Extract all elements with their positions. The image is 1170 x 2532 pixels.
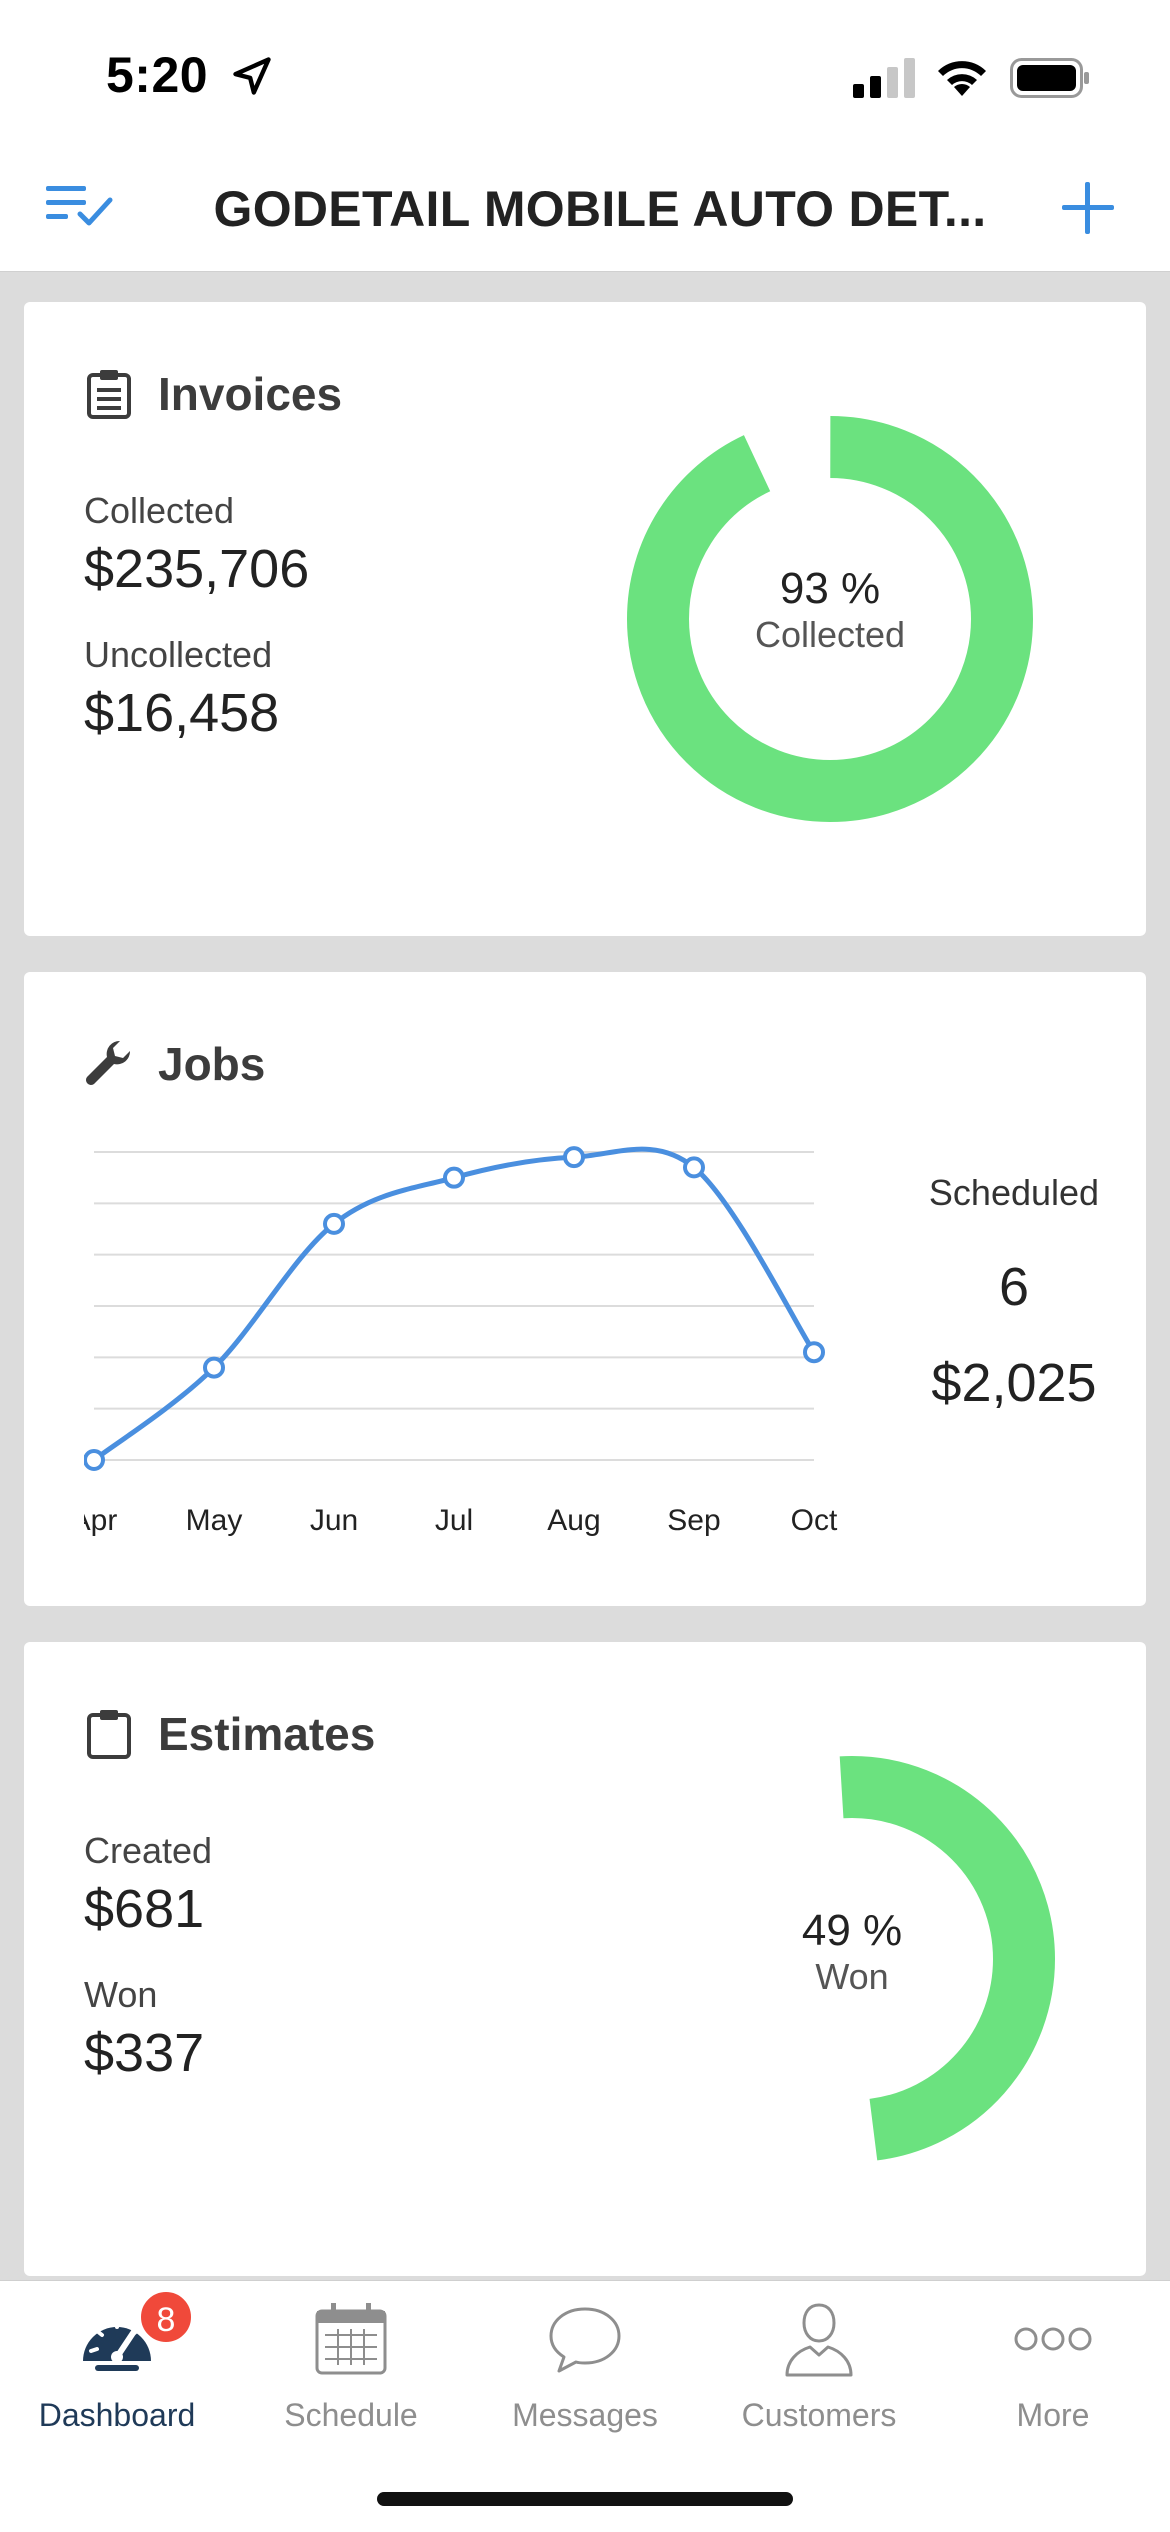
tab-more[interactable]: More	[936, 2281, 1170, 2481]
collected-label: Collected	[84, 490, 235, 531]
estimates-percent-label: Won	[815, 1956, 889, 1997]
jobs-data-point	[563, 1146, 585, 1169]
clipboard-icon	[87, 1710, 131, 1759]
estimates-title: Estimates	[158, 1708, 376, 1760]
uncollected-label: Uncollected	[84, 634, 273, 675]
invoices-header: Invoices	[84, 364, 342, 424]
estimates-donut-chart: 49 % Won	[647, 1754, 1057, 2164]
invoices-title: Invoices	[158, 368, 343, 420]
jobs-data-point	[683, 1156, 705, 1179]
x-tick-label: Aug	[547, 1504, 600, 1537]
collected-arc	[627, 416, 1033, 822]
clipboard-list-icon	[87, 370, 131, 419]
navigation-bar: GODETAIL MOBILE AUTO DET...	[0, 150, 1170, 272]
status-time: 5:20	[106, 47, 209, 103]
battery-icon	[1010, 58, 1089, 98]
won-arc	[649, 1756, 1055, 2162]
scheduled-label: Scheduled	[928, 1172, 1100, 1213]
calendar-icon	[315, 2303, 387, 2375]
invoices-card[interactable]: Invoices Collected $235,706 Uncollected …	[24, 302, 1146, 936]
jobs-data-point	[203, 1356, 225, 1379]
add-icon[interactable]	[1058, 178, 1118, 238]
x-tick-label: Jul	[435, 1504, 473, 1537]
tab-messages-label: Messages	[512, 2397, 658, 2433]
collected-value: $235,706	[84, 539, 310, 599]
wrench-icon	[86, 1040, 131, 1085]
won-label: Won	[84, 1974, 158, 2015]
estimates-header: Estimates	[84, 1704, 375, 1764]
status-bar: 5:20	[0, 0, 1170, 150]
cellular-signal-icon	[853, 58, 915, 98]
estimates-percent: 49 %	[801, 1906, 903, 1955]
speedometer-icon	[83, 2319, 151, 2371]
tab-dashboard[interactable]: 8 Dashboard	[0, 2281, 234, 2481]
tab-customers-label: Customers	[741, 2397, 897, 2433]
uncollected-value: $16,458	[84, 683, 280, 743]
jobs-card[interactable]: Jobs Apr May Jun Jul Aug Sep Oct Scheduled 6 $…	[24, 972, 1146, 1606]
page-title: GODETAIL MOBILE AUTO DET...	[213, 181, 987, 237]
jobs-data-point	[443, 1166, 465, 1189]
won-value: $337	[84, 2023, 205, 2083]
wifi-icon	[938, 61, 986, 96]
more-dots-icon	[1014, 2327, 1092, 2351]
tab-schedule[interactable]: Schedule	[234, 2281, 468, 2481]
tab-bar: 8 Dashboard Schedule	[0, 2280, 1170, 2532]
invoices-donut-chart: 93 % Collected	[625, 414, 1035, 824]
created-label: Created	[84, 1830, 213, 1871]
jobs-data-point	[84, 1449, 105, 1471]
notification-badge: 8	[138, 2289, 194, 2345]
tab-dashboard-label: Dashboard	[38, 2397, 196, 2433]
jobs-header: Jobs	[84, 1034, 265, 1094]
invoices-percent-label: Collected	[754, 614, 906, 655]
x-tick-label: May	[186, 1504, 243, 1537]
jobs-data-point	[803, 1341, 825, 1364]
chat-bubble-icon	[549, 2307, 621, 2373]
x-tick-label: Oct	[791, 1504, 838, 1537]
x-tick-label: Apr	[84, 1504, 117, 1537]
scheduled-amount: $2,025	[931, 1353, 1097, 1413]
x-tick-label: Sep	[667, 1504, 720, 1537]
filter-list-icon[interactable]	[46, 180, 114, 230]
jobs-title: Jobs	[158, 1038, 266, 1090]
invoices-percent: 93 %	[779, 564, 881, 613]
tab-messages[interactable]: Messages	[468, 2281, 702, 2481]
home-indicator	[377, 2492, 793, 2506]
x-tick-label: Jun	[310, 1504, 358, 1537]
tab-customers[interactable]: Customers	[702, 2281, 936, 2481]
jobs-line-chart: Apr May Jun Jul Aug Sep Oct	[84, 1146, 838, 1537]
tab-more-label: More	[1016, 2397, 1090, 2433]
location-arrow-icon	[233, 57, 271, 95]
created-value: $681	[84, 1879, 205, 1939]
jobs-data-point	[323, 1212, 345, 1235]
estimates-card[interactable]: Estimates Created $681 Won $337 49 % Won	[24, 1642, 1146, 2276]
jobs-series-line	[92, 1146, 817, 1462]
person-icon	[785, 2303, 853, 2377]
scheduled-count: 6	[998, 1257, 1030, 1317]
tab-schedule-label: Schedule	[284, 2397, 418, 2433]
